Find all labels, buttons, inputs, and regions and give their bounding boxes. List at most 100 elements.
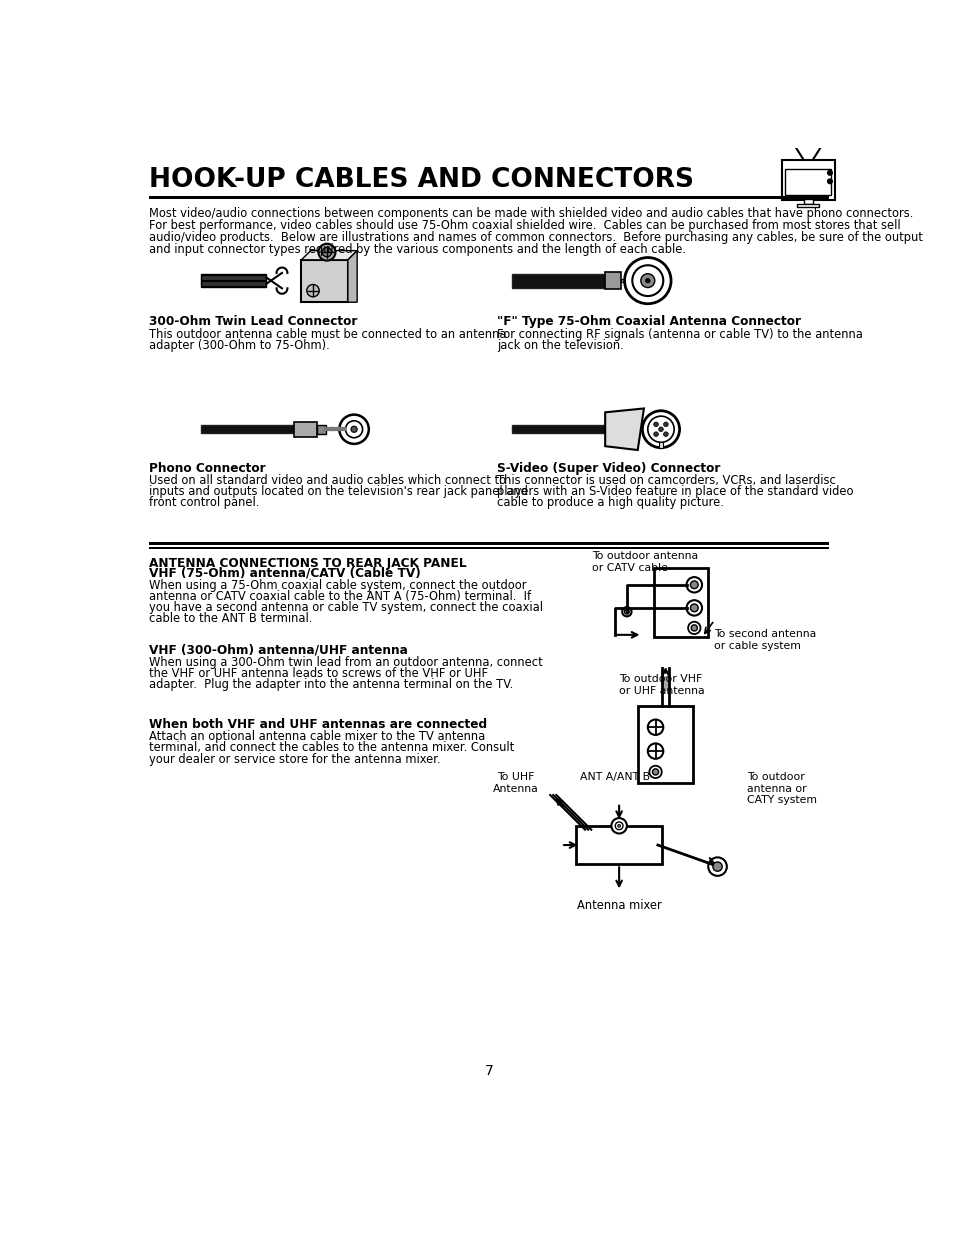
Text: ANT A/ANT B: ANT A/ANT B [579,772,650,782]
Bar [576,826,661,864]
Circle shape [652,769,658,776]
Circle shape [647,743,662,758]
Text: When using a 75-Ohm coaxial cable system, connect the outdoor: When using a 75-Ohm coaxial cable system… [149,579,526,592]
Circle shape [318,243,335,261]
Bar [781,159,834,200]
Circle shape [624,258,670,304]
Circle shape [617,824,620,827]
Circle shape [663,432,667,436]
Text: For best performance, video cables should use 75-Ohm coaxial shielded wire.  Cab: For best performance, video cables shoul… [149,220,900,232]
Text: inputs and outputs located on the television's rear jack panel and: inputs and outputs located on the televi… [149,485,527,498]
Text: VHF (300-Ohm) antenna/UHF antenna: VHF (300-Ohm) antenna/UHF antenna [149,643,407,656]
Text: To outdoor antenna
or CATV cable: To outdoor antenna or CATV cable [592,551,698,573]
Text: the VHF or UHF antenna leads to screws of the VHF or UHF: the VHF or UHF antenna leads to screws o… [149,667,487,679]
Polygon shape [604,409,643,450]
Text: jack on the television.: jack on the television. [497,338,622,352]
Circle shape [611,818,626,834]
Text: This connector is used on camcorders, VCRs, and laserdisc: This connector is used on camcorders, VC… [497,474,835,487]
Text: Antenna mixer: Antenna mixer [577,899,660,911]
Bar [200,274,266,287]
Circle shape [658,427,662,431]
Text: players with an S-Video feature in place of the standard video: players with an S-Video feature in place… [497,485,852,498]
Circle shape [827,170,831,175]
Text: 7: 7 [484,1063,493,1078]
Circle shape [653,422,658,426]
Circle shape [621,608,631,616]
Circle shape [632,266,662,296]
Circle shape [663,422,667,426]
Text: you have a second antenna or cable TV system, connect the coaxial: you have a second antenna or cable TV sy… [149,601,542,614]
Bar [784,169,831,195]
Circle shape [640,274,654,288]
Text: For connecting RF signals (antenna or cable TV) to the antenna: For connecting RF signals (antenna or ca… [497,327,862,341]
Polygon shape [301,251,356,259]
Circle shape [827,179,831,184]
Bar [512,425,604,433]
Bar [301,259,348,303]
Text: To UHF
Antenna: To UHF Antenna [493,772,538,794]
Text: To outdoor VHF
or UHF antenna: To outdoor VHF or UHF antenna [618,674,704,695]
Bar [149,196,828,199]
Circle shape [686,600,701,615]
Polygon shape [348,251,356,303]
Text: "F" Type 75-Ohm Coaxial Antenna Connector: "F" Type 75-Ohm Coaxial Antenna Connecto… [497,315,800,329]
Bar [149,547,828,550]
Text: adapter.  Plug the adapter into the antenna terminal on the TV.: adapter. Plug the adapter into the anten… [149,678,513,690]
Bar [661,676,669,692]
Circle shape [307,284,319,296]
Circle shape [712,862,721,871]
Circle shape [687,621,700,634]
Bar [512,274,604,288]
Circle shape [624,609,629,614]
Bar [149,542,828,545]
Circle shape [707,857,726,876]
Text: To second antenna
or cable system: To second antenna or cable system [714,630,816,651]
Bar [200,425,294,433]
Text: Most video/audio connections between components can be made with shielded video : Most video/audio connections between com… [149,207,912,221]
Circle shape [641,411,679,448]
Text: ANTENNA CONNECTIONS TO REAR JACK PANEL: ANTENNA CONNECTIONS TO REAR JACK PANEL [149,557,466,571]
Text: cable to produce a high quality picture.: cable to produce a high quality picture. [497,496,722,509]
Circle shape [322,247,332,257]
Circle shape [691,625,697,631]
Text: 300-Ohm Twin Lead Connector: 300-Ohm Twin Lead Connector [149,315,356,329]
Circle shape [653,432,658,436]
Text: When using a 300-Ohm twin lead from an outdoor antenna, connect: When using a 300-Ohm twin lead from an o… [149,656,542,668]
Text: VHF (75-Ohm) antenna/CATV (Cable TV): VHF (75-Ohm) antenna/CATV (Cable TV) [149,567,420,579]
Bar [604,272,620,289]
Bar [658,442,662,448]
Text: When both VHF and UHF antennas are connected: When both VHF and UHF antennas are conne… [149,718,486,731]
Text: Attach an optional antenna cable mixer to the TV antenna: Attach an optional antenna cable mixer t… [149,730,484,743]
Text: cable to the ANT B terminal.: cable to the ANT B terminal. [149,613,312,625]
Bar [620,279,632,282]
Text: adapter (300-Ohm to 75-Ohm).: adapter (300-Ohm to 75-Ohm). [149,338,329,352]
Bar [316,425,326,433]
Bar [638,706,692,783]
Circle shape [649,766,661,778]
Text: front control panel.: front control panel. [149,496,259,509]
Bar [200,275,266,280]
Bar [802,199,812,205]
Circle shape [345,421,362,437]
Text: Used on all standard video and audio cables which connect to: Used on all standard video and audio cab… [149,474,505,487]
Circle shape [647,720,662,735]
Circle shape [339,415,369,443]
Text: your dealer or service store for the antenna mixer.: your dealer or service store for the ant… [149,752,440,766]
Text: Phono Connector: Phono Connector [149,462,265,474]
Bar [200,282,266,287]
Circle shape [647,416,674,442]
Text: antenna or CATV coaxial cable to the ANT A (75-Ohm) terminal.  If: antenna or CATV coaxial cable to the ANT… [149,590,530,603]
Bar [294,421,316,437]
Bar [654,568,707,637]
Text: S-Video (Super Video) Connector: S-Video (Super Video) Connector [497,462,720,474]
Text: HOOK-UP CABLES AND CONNECTORS: HOOK-UP CABLES AND CONNECTORS [149,168,693,194]
Text: To outdoor
antenna or
CATY system: To outdoor antenna or CATY system [746,772,816,805]
Circle shape [351,426,356,432]
Text: This outdoor antenna cable must be connected to an antenna: This outdoor antenna cable must be conne… [149,327,506,341]
Circle shape [615,823,622,830]
Text: audio/video products.  Below are illustrations and names of common connectors.  : audio/video products. Below are illustra… [149,231,922,245]
Circle shape [645,278,649,283]
Circle shape [690,580,698,589]
Text: and input connector types required by the various components and the length of e: and input connector types required by th… [149,243,685,257]
Circle shape [690,604,698,611]
